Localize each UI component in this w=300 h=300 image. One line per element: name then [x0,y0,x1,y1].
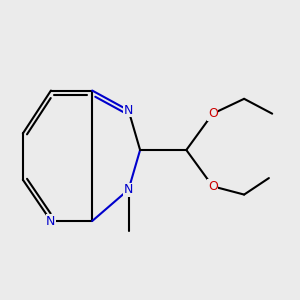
Text: N: N [124,104,133,117]
Text: N: N [124,183,133,196]
Text: O: O [208,180,218,193]
Text: O: O [208,107,218,120]
Text: N: N [46,214,56,227]
